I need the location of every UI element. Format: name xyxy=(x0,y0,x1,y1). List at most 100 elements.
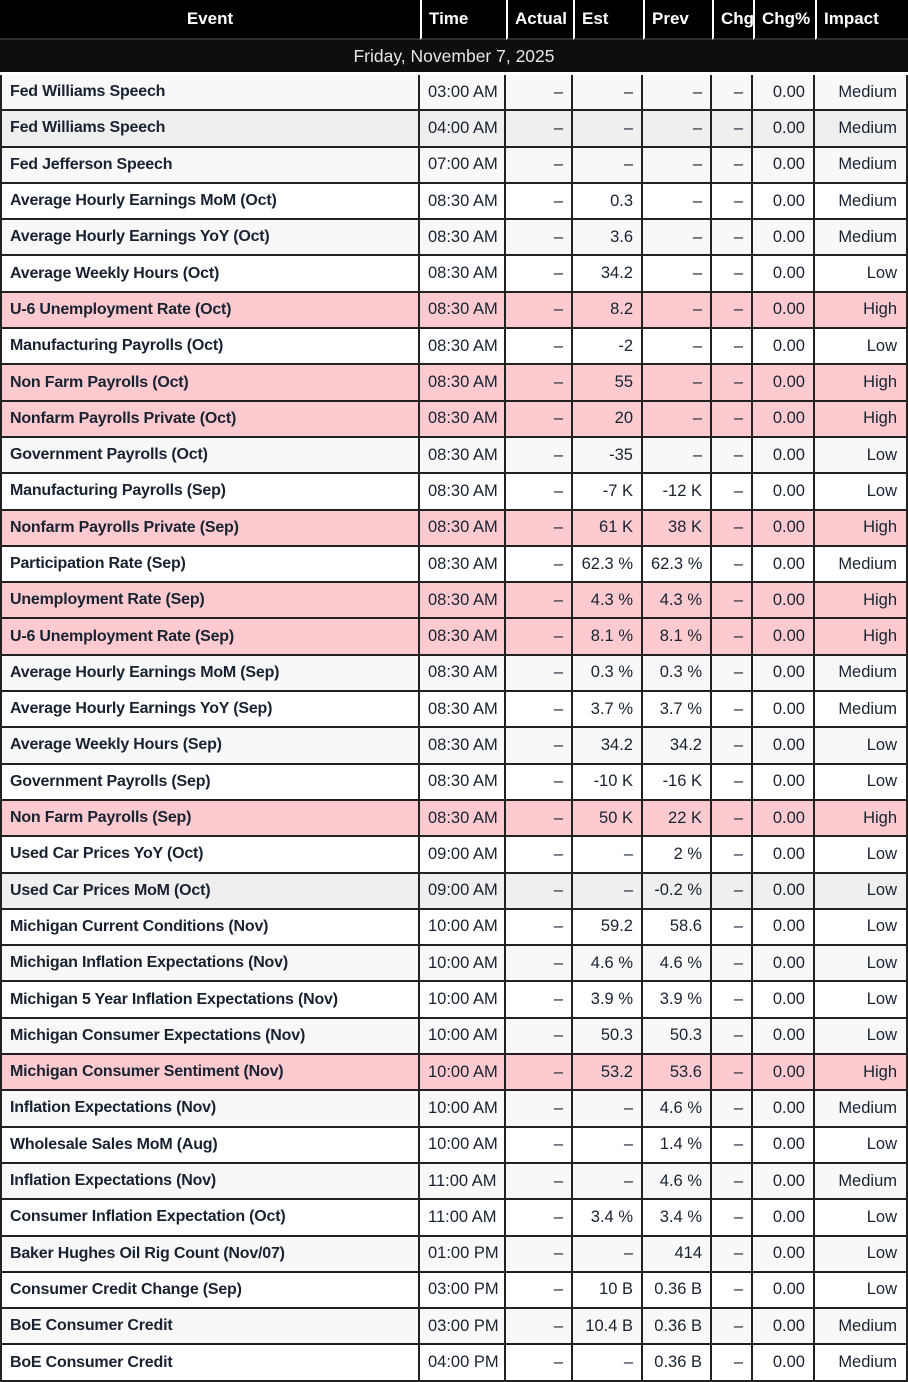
event-name-link[interactable]: Michigan Current Conditions (Nov) xyxy=(0,909,420,947)
prev-cell: 3.9 % xyxy=(643,982,712,1019)
event-row[interactable]: Baker Hughes Oil Rig Count (Nov/07) 01:0… xyxy=(0,1236,908,1273)
event-name-link[interactable]: Baker Hughes Oil Rig Count (Nov/07) xyxy=(0,1236,420,1273)
event-name-link[interactable]: Used Car Prices MoM (Oct) xyxy=(0,873,420,910)
event-row[interactable]: Average Weekly Hours (Sep) 08:30 AM – 34… xyxy=(0,728,908,765)
event-row[interactable]: Michigan Consumer Sentiment (Nov) 10:00 … xyxy=(0,1055,908,1092)
event-row[interactable]: Used Car Prices YoY (Oct) 09:00 AM – – 2… xyxy=(0,837,908,874)
chgpct-cell: 0.00 xyxy=(753,1055,815,1092)
event-row[interactable]: BoE Consumer Credit 03:00 PM – 10.4 B 0.… xyxy=(0,1309,908,1346)
event-row[interactable]: Non Farm Payrolls (Sep) 08:30 AM – 50 K … xyxy=(0,800,908,838)
event-name-link[interactable]: Used Car Prices YoY (Oct) xyxy=(0,837,420,874)
event-row[interactable]: Average Hourly Earnings YoY (Oct) 08:30 … xyxy=(0,220,908,257)
event-row[interactable]: Michigan Current Conditions (Nov) 10:00 … xyxy=(0,909,908,947)
impact-cell: Low xyxy=(815,946,908,983)
event-row[interactable]: U-6 Unemployment Rate (Sep) 08:30 AM – 8… xyxy=(0,619,908,656)
event-row[interactable]: Michigan Consumer Expectations (Nov) 10:… xyxy=(0,1018,908,1056)
event-name-link[interactable]: Wholesale Sales MoM (Aug) xyxy=(0,1127,420,1164)
event-row[interactable]: Fed Jefferson Speech 07:00 AM – – – – 0.… xyxy=(0,147,908,184)
col-header-chgpct: Chg% xyxy=(753,0,815,40)
event-name-link[interactable]: Average Weekly Hours (Sep) xyxy=(0,728,420,765)
event-name-link[interactable]: BoE Consumer Credit xyxy=(0,1345,420,1382)
event-name-link[interactable]: Average Hourly Earnings MoM (Oct) xyxy=(0,183,420,221)
event-name-link[interactable]: Consumer Credit Change (Sep) xyxy=(0,1272,420,1310)
event-row[interactable]: Consumer Credit Change (Sep) 03:00 PM – … xyxy=(0,1272,908,1310)
event-row[interactable]: Average Weekly Hours (Oct) 08:30 AM – 34… xyxy=(0,256,908,293)
event-name-link[interactable]: Government Payrolls (Oct) xyxy=(0,437,420,475)
event-row[interactable]: Michigan Inflation Expectations (Nov) 10… xyxy=(0,946,908,983)
event-row[interactable]: Government Payrolls (Oct) 08:30 AM – -35… xyxy=(0,437,908,475)
impact-cell: High xyxy=(815,292,908,330)
event-name-link[interactable]: Average Weekly Hours (Oct) xyxy=(0,256,420,293)
event-row[interactable]: Wholesale Sales MoM (Aug) 10:00 AM – – 1… xyxy=(0,1127,908,1164)
chgpct-cell: 0.00 xyxy=(753,764,815,801)
event-name-link[interactable]: Average Hourly Earnings YoY (Oct) xyxy=(0,220,420,257)
event-row[interactable]: Non Farm Payrolls (Oct) 08:30 AM – 55 – … xyxy=(0,365,908,402)
event-name-link[interactable]: Fed Jefferson Speech xyxy=(0,147,420,184)
event-row[interactable]: Average Hourly Earnings YoY (Sep) 08:30 … xyxy=(0,692,908,729)
impact-cell: Low xyxy=(815,1127,908,1164)
time-cell: 08:30 AM xyxy=(420,183,506,221)
time-cell: 08:30 AM xyxy=(420,764,506,801)
event-name-link[interactable]: Nonfarm Payrolls Private (Oct) xyxy=(0,401,420,438)
event-name-link[interactable]: Nonfarm Payrolls Private (Sep) xyxy=(0,510,420,547)
impact-cell: Low xyxy=(815,1236,908,1273)
event-name-link[interactable]: Consumer Inflation Expectation (Oct) xyxy=(0,1200,420,1237)
actual-cell: – xyxy=(506,800,573,838)
event-row[interactable]: Used Car Prices MoM (Oct) 09:00 AM – – -… xyxy=(0,873,908,910)
event-row[interactable]: U-6 Unemployment Rate (Oct) 08:30 AM – 8… xyxy=(0,292,908,330)
event-name-link[interactable]: Michigan Consumer Expectations (Nov) xyxy=(0,1018,420,1056)
event-row[interactable]: Manufacturing Payrolls (Sep) 08:30 AM – … xyxy=(0,474,908,511)
event-row[interactable]: Government Payrolls (Sep) 08:30 AM – -10… xyxy=(0,764,908,801)
event-name-link[interactable]: Government Payrolls (Sep) xyxy=(0,764,420,801)
event-name-link[interactable]: Michigan 5 Year Inflation Expectations (… xyxy=(0,982,420,1019)
event-name-link[interactable]: Michigan Consumer Sentiment (Nov) xyxy=(0,1055,420,1092)
prev-cell: 53.6 xyxy=(643,1055,712,1092)
event-row[interactable]: Nonfarm Payrolls Private (Oct) 08:30 AM … xyxy=(0,401,908,438)
event-row[interactable]: Fed Williams Speech 03:00 AM – – – – 0.0… xyxy=(0,75,908,112)
event-name-link[interactable]: Fed Williams Speech xyxy=(0,75,420,112)
event-row[interactable]: Average Hourly Earnings MoM (Oct) 08:30 … xyxy=(0,183,908,221)
event-row[interactable]: Nonfarm Payrolls Private (Sep) 08:30 AM … xyxy=(0,510,908,547)
actual-cell: – xyxy=(506,728,573,765)
event-name-link[interactable]: Non Farm Payrolls (Oct) xyxy=(0,365,420,402)
event-row[interactable]: Michigan 5 Year Inflation Expectations (… xyxy=(0,982,908,1019)
event-row[interactable]: Inflation Expectations (Nov) 10:00 AM – … xyxy=(0,1091,908,1128)
event-row[interactable]: Consumer Inflation Expectation (Oct) 11:… xyxy=(0,1200,908,1237)
chgpct-cell: 0.00 xyxy=(753,728,815,765)
event-name-link[interactable]: Manufacturing Payrolls (Oct) xyxy=(0,329,420,366)
prev-cell: – xyxy=(643,329,712,366)
event-name-link[interactable]: Inflation Expectations (Nov) xyxy=(0,1163,420,1201)
event-name-link[interactable]: Non Farm Payrolls (Sep) xyxy=(0,800,420,838)
est-cell: 0.3 xyxy=(573,183,643,221)
event-row[interactable]: Fed Williams Speech 04:00 AM – – – – 0.0… xyxy=(0,111,908,148)
event-row[interactable]: Inflation Expectations (Nov) 11:00 AM – … xyxy=(0,1163,908,1201)
event-row[interactable]: BoE Consumer Credit 04:00 PM – – 0.36 B … xyxy=(0,1345,908,1382)
event-name-link[interactable]: U-6 Unemployment Rate (Sep) xyxy=(0,619,420,656)
prev-cell: 22 K xyxy=(643,800,712,838)
time-cell: 10:00 AM xyxy=(420,1127,506,1164)
impact-cell: Medium xyxy=(815,692,908,729)
actual-cell: – xyxy=(506,401,573,438)
event-row[interactable]: Average Hourly Earnings MoM (Sep) 08:30 … xyxy=(0,655,908,693)
chg-cell: – xyxy=(712,1018,753,1056)
event-name-link[interactable]: Unemployment Rate (Sep) xyxy=(0,583,420,620)
event-name-link[interactable]: Manufacturing Payrolls (Sep) xyxy=(0,474,420,511)
event-name-link[interactable]: BoE Consumer Credit xyxy=(0,1309,420,1346)
col-header-time: Time xyxy=(420,0,506,40)
est-cell: 4.3 % xyxy=(573,583,643,620)
event-name-link[interactable]: Average Hourly Earnings YoY (Sep) xyxy=(0,692,420,729)
chg-cell: – xyxy=(712,111,753,148)
event-name-link[interactable]: Average Hourly Earnings MoM (Sep) xyxy=(0,655,420,693)
actual-cell: – xyxy=(506,147,573,184)
event-row[interactable]: Manufacturing Payrolls (Oct) 08:30 AM – … xyxy=(0,329,908,366)
actual-cell: – xyxy=(506,183,573,221)
time-cell: 08:30 AM xyxy=(420,401,506,438)
time-cell: 08:30 AM xyxy=(420,292,506,330)
event-name-link[interactable]: Fed Williams Speech xyxy=(0,111,420,148)
event-name-link[interactable]: Participation Rate (Sep) xyxy=(0,546,420,584)
event-row[interactable]: Unemployment Rate (Sep) 08:30 AM – 4.3 %… xyxy=(0,583,908,620)
event-name-link[interactable]: Inflation Expectations (Nov) xyxy=(0,1091,420,1128)
event-name-link[interactable]: U-6 Unemployment Rate (Oct) xyxy=(0,292,420,330)
event-name-link[interactable]: Michigan Inflation Expectations (Nov) xyxy=(0,946,420,983)
event-row[interactable]: Participation Rate (Sep) 08:30 AM – 62.3… xyxy=(0,546,908,584)
